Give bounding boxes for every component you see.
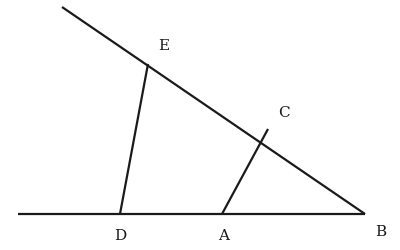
Text: C: C (278, 106, 290, 120)
Text: B: B (375, 224, 386, 238)
Text: E: E (158, 39, 169, 53)
Text: A: A (218, 228, 230, 242)
Text: D: D (114, 228, 126, 242)
